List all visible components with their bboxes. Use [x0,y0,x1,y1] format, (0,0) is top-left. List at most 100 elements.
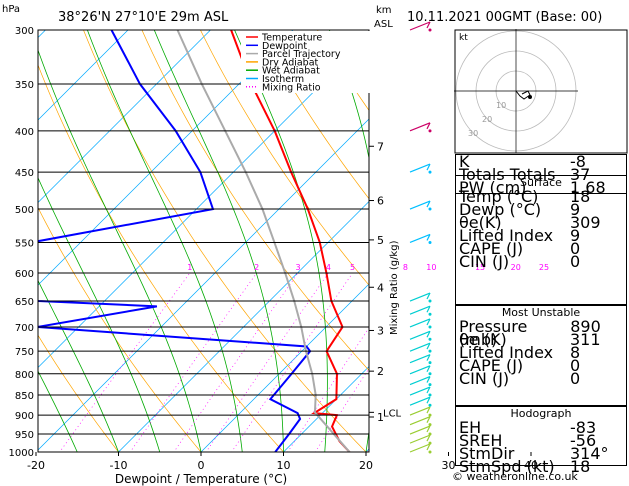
wet-adiabat [38,279,119,452]
wind-barb-flag [426,376,431,383]
hodograph-label: SREH [459,431,503,450]
plot-frame [37,29,370,453]
legend-label: Isotherm [262,74,304,85]
dry-adiabat [38,334,119,452]
wind-barb [409,416,431,426]
surface-value: 9 [570,226,581,245]
parcel-trajectory-line [176,30,351,452]
wind-barb-point [428,403,432,407]
location-title: 38°26'N 27°10'E 29m ASL [58,10,229,25]
hodograph-row: StmDir 314° [456,446,626,462]
wind-barb-flag [426,21,431,29]
wind-barb [409,406,431,416]
hodograph-storm-motion [528,95,532,99]
most-unstable-value: 890 [570,317,601,336]
wind-barb-point [428,337,432,341]
dry-adiabat [258,30,369,200]
surface-row: θe(K) 309 [456,213,626,232]
wind-barb-flag [426,318,431,326]
mixing-ratio-label: 1 [187,263,192,272]
surface-label: CIN (J) [459,252,510,271]
x-tick-label: 10 [277,459,291,472]
wind-barb-flag [426,425,431,433]
asl-unit: ASL [374,19,393,30]
legend-label: Temperature [261,33,322,44]
wind-barb [409,386,431,396]
wind-barb-flag [426,396,431,404]
isotherm [38,118,369,451]
legend-bg [241,31,371,93]
wind-barb-point [428,393,432,397]
pressure-tick-label: 350 [15,80,34,91]
height-unit: km [376,5,392,16]
surface-label: θe(K) [459,213,502,232]
surface-title: Surface [520,176,562,189]
hodograph-label: EH [459,418,482,437]
mixing-ratio-label: 3 [295,263,300,272]
wind-barb-flag [426,386,431,394]
mixing-ratio-line [314,367,369,452]
x-tick-label: 30 [442,459,456,472]
index-value: 1.68 [570,178,606,197]
wind-barb [409,443,431,453]
surface-label: Dewp (°C) [459,200,542,219]
wind-barb-flag [426,200,431,208]
footer-credit: © weatheronline.co.uk [452,470,578,483]
surface-value: 0 [570,252,581,271]
surface-row: Dewp (°C) 9 [456,200,626,219]
height-tick-label: 4 [377,281,384,294]
wind-barb [409,318,431,328]
wind-barb [409,365,431,375]
indices-box: K -8 Totals Totals 37 PW (cm) 1.68 [455,152,627,197]
most-unstable-label: CAPE (J) [459,356,524,375]
most-unstable-value: 0 [570,369,581,388]
hodograph-label: StmSpd (kt) [459,457,555,476]
height-tick-label: 6 [377,195,384,208]
x-tick-label: 0 [198,459,205,472]
wind-barb-flag [426,365,431,373]
wind-barb [409,376,431,386]
height-tick-label: 5 [377,234,384,247]
wet-adiabat [38,176,161,452]
most-unstable-value: 0 [570,356,581,375]
mixing-ratio-line [205,272,329,452]
wet-adiabat [407,6,447,452]
wind-barb-point [428,383,432,387]
hodograph-row: EH -83 [456,418,626,437]
surface-list: Temp (°C) 18 Dewp (°C) 9 θe(K) 309 Lifted Inde… [456,189,626,271]
isotherm [283,366,369,452]
pressure-tick-label: 650 [15,297,34,308]
legend-label: Wet Adiabat [262,66,320,77]
mixing-ratio-label: 15 [475,263,485,272]
mixing-ratio-label: 2 [254,263,259,272]
legend-label: Mixing Ratio [262,82,321,93]
isotherm [38,30,211,203]
surface-box: Surface Temp (°C) 18 Dewp (°C) 9 θe(K) 309 Lif… [455,175,627,305]
index-value: -8 [570,152,586,171]
mixing-ratio-axis-label: Mixing Ratio (g/kg) [389,240,400,335]
wind-barb-point [428,432,432,436]
surface-row: Temp (°C) 18 [456,189,626,205]
pressure-tick-label: 300 [15,26,34,37]
legend-label: Dewpoint [262,41,307,52]
hodograph-ring-label: 20 [482,115,492,124]
dry-adiabat [38,206,202,452]
pressure-tick-label: 700 [15,323,34,334]
x-tick-label: 20 [359,459,373,472]
surface-row: CAPE (J) 0 [456,241,626,257]
hodograph-ring-label: 10 [496,101,506,110]
mixing-ratio-label: 20 [511,263,521,272]
wind-barb-point [428,240,432,244]
mixing-ratio-label: 10 [426,263,436,272]
hodograph-box: Hodograph EH -83 SREH -56 StmDir 314° StmSpd (… [455,406,627,475]
dry-adiabat [141,30,369,371]
index-row: K -8 [456,152,626,171]
dry-adiabat [200,30,369,286]
wind-barb-point [428,450,432,454]
wind-barb-point [428,299,432,303]
index-label: K [459,152,470,171]
surface-row: Lifted Index 9 [456,226,626,245]
pressure-tick-label: 750 [15,347,34,358]
wind-barb-point [428,361,432,365]
